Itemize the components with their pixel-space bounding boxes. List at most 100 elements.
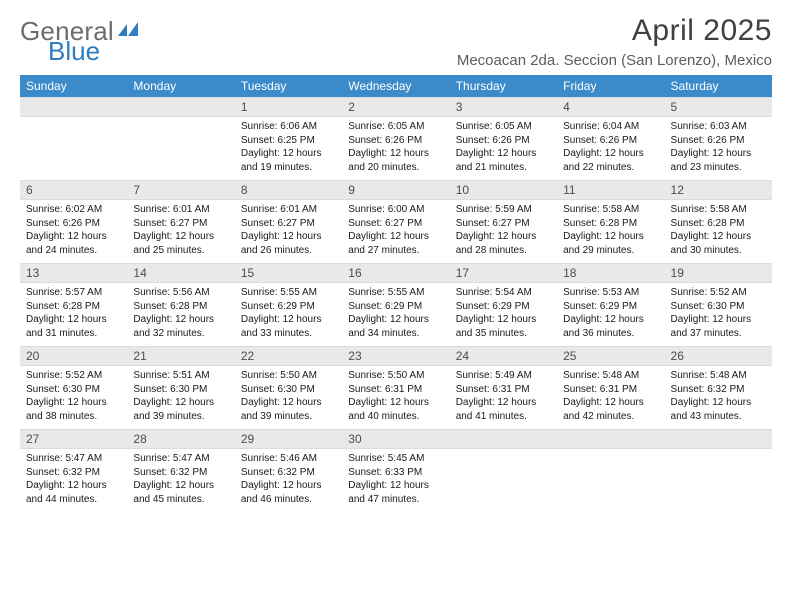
sunrise-text: Sunrise: 5:53 AM <box>563 286 658 300</box>
brand-logo: General Blue <box>20 14 140 64</box>
calendar-day: 25Sunrise: 5:48 AMSunset: 6:31 PMDayligh… <box>557 346 664 429</box>
weekday-header: Saturday <box>665 75 772 97</box>
day-number: 8 <box>235 180 342 200</box>
daylight-text-2: and 30 minutes. <box>671 244 766 258</box>
sunset-text: Sunset: 6:27 PM <box>133 217 228 231</box>
day-body <box>20 117 127 174</box>
day-number: 15 <box>235 263 342 283</box>
calendar-week: 13Sunrise: 5:57 AMSunset: 6:28 PMDayligh… <box>20 263 772 346</box>
day-body: Sunrise: 6:06 AMSunset: 6:25 PMDaylight:… <box>235 117 342 180</box>
day-body: Sunrise: 6:02 AMSunset: 6:26 PMDaylight:… <box>20 200 127 263</box>
calendar-day: 14Sunrise: 5:56 AMSunset: 6:28 PMDayligh… <box>127 263 234 346</box>
sunset-text: Sunset: 6:28 PM <box>26 300 121 314</box>
day-number: 24 <box>450 346 557 366</box>
sunrise-text: Sunrise: 5:45 AM <box>348 452 443 466</box>
day-number: 22 <box>235 346 342 366</box>
day-number: 27 <box>20 429 127 449</box>
daylight-text-1: Daylight: 12 hours <box>563 230 658 244</box>
daylight-text-2: and 24 minutes. <box>26 244 121 258</box>
day-body: Sunrise: 5:53 AMSunset: 6:29 PMDaylight:… <box>557 283 664 346</box>
day-number: 23 <box>342 346 449 366</box>
daylight-text-1: Daylight: 12 hours <box>133 313 228 327</box>
daylight-text-2: and 42 minutes. <box>563 410 658 424</box>
sunset-text: Sunset: 6:30 PM <box>671 300 766 314</box>
day-body: Sunrise: 5:47 AMSunset: 6:32 PMDaylight:… <box>20 449 127 512</box>
day-body: Sunrise: 5:59 AMSunset: 6:27 PMDaylight:… <box>450 200 557 263</box>
sunrise-text: Sunrise: 5:49 AM <box>456 369 551 383</box>
daylight-text-2: and 20 minutes. <box>348 161 443 175</box>
sunset-text: Sunset: 6:32 PM <box>26 466 121 480</box>
sunset-text: Sunset: 6:26 PM <box>348 134 443 148</box>
calendar-day: 29Sunrise: 5:46 AMSunset: 6:32 PMDayligh… <box>235 429 342 512</box>
daylight-text-1: Daylight: 12 hours <box>348 230 443 244</box>
location-label: Mecoacan 2da. Seccion (San Lorenzo), Mex… <box>457 52 772 69</box>
calendar-day-empty <box>665 429 772 512</box>
daylight-text-2: and 32 minutes. <box>133 327 228 341</box>
day-body: Sunrise: 5:52 AMSunset: 6:30 PMDaylight:… <box>20 366 127 429</box>
day-number: 18 <box>557 263 664 283</box>
day-number: 20 <box>20 346 127 366</box>
sunrise-text: Sunrise: 5:52 AM <box>671 286 766 300</box>
sunrise-text: Sunrise: 5:52 AM <box>26 369 121 383</box>
day-number: 13 <box>20 263 127 283</box>
sunrise-text: Sunrise: 5:58 AM <box>671 203 766 217</box>
weekday-header: Sunday <box>20 75 127 97</box>
day-number: 21 <box>127 346 234 366</box>
daylight-text-1: Daylight: 12 hours <box>456 230 551 244</box>
brand-part2: Blue <box>48 38 140 64</box>
calendar-header: SundayMondayTuesdayWednesdayThursdayFrid… <box>20 75 772 97</box>
weekday-header: Friday <box>557 75 664 97</box>
daylight-text-1: Daylight: 12 hours <box>671 230 766 244</box>
day-body: Sunrise: 5:52 AMSunset: 6:30 PMDaylight:… <box>665 283 772 346</box>
calendar-day: 2Sunrise: 6:05 AMSunset: 6:26 PMDaylight… <box>342 97 449 180</box>
day-number: 6 <box>20 180 127 200</box>
sunrise-text: Sunrise: 5:59 AM <box>456 203 551 217</box>
day-number: 3 <box>450 97 557 117</box>
calendar-day: 22Sunrise: 5:50 AMSunset: 6:30 PMDayligh… <box>235 346 342 429</box>
sunset-text: Sunset: 6:31 PM <box>456 383 551 397</box>
daylight-text-1: Daylight: 12 hours <box>241 313 336 327</box>
daylight-text-1: Daylight: 12 hours <box>133 396 228 410</box>
weekday-header: Monday <box>127 75 234 97</box>
daylight-text-2: and 36 minutes. <box>563 327 658 341</box>
calendar-day-empty <box>20 97 127 180</box>
calendar-day: 18Sunrise: 5:53 AMSunset: 6:29 PMDayligh… <box>557 263 664 346</box>
sunset-text: Sunset: 6:29 PM <box>563 300 658 314</box>
sunrise-text: Sunrise: 5:55 AM <box>241 286 336 300</box>
calendar-day: 5Sunrise: 6:03 AMSunset: 6:26 PMDaylight… <box>665 97 772 180</box>
daylight-text-1: Daylight: 12 hours <box>133 479 228 493</box>
day-number: 28 <box>127 429 234 449</box>
calendar-day: 24Sunrise: 5:49 AMSunset: 6:31 PMDayligh… <box>450 346 557 429</box>
daylight-text-2: and 47 minutes. <box>348 493 443 507</box>
day-number <box>665 429 772 449</box>
calendar-day: 10Sunrise: 5:59 AMSunset: 6:27 PMDayligh… <box>450 180 557 263</box>
calendar-body: 1Sunrise: 6:06 AMSunset: 6:25 PMDaylight… <box>20 97 772 512</box>
daylight-text-2: and 21 minutes. <box>456 161 551 175</box>
calendar-day: 12Sunrise: 5:58 AMSunset: 6:28 PMDayligh… <box>665 180 772 263</box>
daylight-text-2: and 22 minutes. <box>563 161 658 175</box>
title-block: April 2025 Mecoacan 2da. Seccion (San Lo… <box>457 14 772 69</box>
daylight-text-2: and 25 minutes. <box>133 244 228 258</box>
day-body: Sunrise: 5:45 AMSunset: 6:33 PMDaylight:… <box>342 449 449 512</box>
day-number: 17 <box>450 263 557 283</box>
sunset-text: Sunset: 6:30 PM <box>26 383 121 397</box>
daylight-text-1: Daylight: 12 hours <box>671 313 766 327</box>
sunset-text: Sunset: 6:32 PM <box>671 383 766 397</box>
day-body: Sunrise: 6:04 AMSunset: 6:26 PMDaylight:… <box>557 117 664 180</box>
day-body: Sunrise: 5:56 AMSunset: 6:28 PMDaylight:… <box>127 283 234 346</box>
day-number: 14 <box>127 263 234 283</box>
calendar-day-empty <box>127 97 234 180</box>
daylight-text-2: and 46 minutes. <box>241 493 336 507</box>
calendar-day: 28Sunrise: 5:47 AMSunset: 6:32 PMDayligh… <box>127 429 234 512</box>
daylight-text-1: Daylight: 12 hours <box>241 479 336 493</box>
sunset-text: Sunset: 6:31 PM <box>348 383 443 397</box>
day-body: Sunrise: 5:58 AMSunset: 6:28 PMDaylight:… <box>557 200 664 263</box>
sunset-text: Sunset: 6:29 PM <box>241 300 336 314</box>
sunset-text: Sunset: 6:28 PM <box>563 217 658 231</box>
daylight-text-1: Daylight: 12 hours <box>348 396 443 410</box>
sunrise-text: Sunrise: 5:54 AM <box>456 286 551 300</box>
sunset-text: Sunset: 6:32 PM <box>133 466 228 480</box>
sunset-text: Sunset: 6:27 PM <box>456 217 551 231</box>
sunset-text: Sunset: 6:26 PM <box>671 134 766 148</box>
sunset-text: Sunset: 6:26 PM <box>563 134 658 148</box>
